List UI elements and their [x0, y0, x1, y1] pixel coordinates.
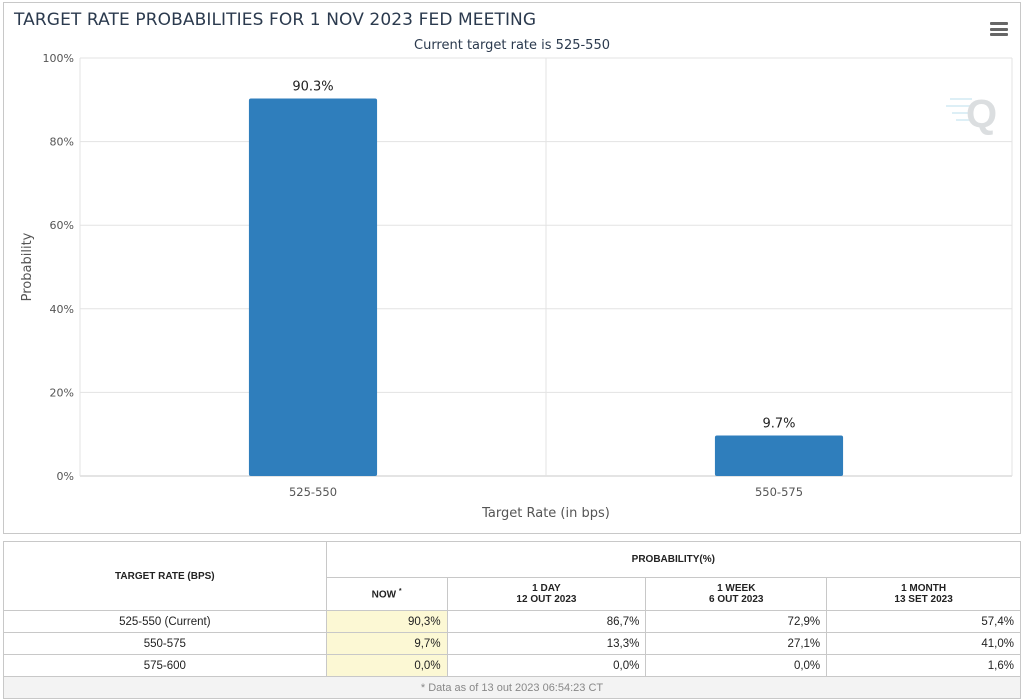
- table-row: 575-600 0,0% 0,0% 0,0% 1,6%: [3, 654, 1021, 677]
- y-tick-label: 100%: [43, 52, 74, 65]
- now-cell: 90,3%: [325, 610, 448, 633]
- chart-title: TARGET RATE PROBABILITIES FOR 1 NOV 2023…: [14, 10, 537, 30]
- now-cell: 9,7%: [325, 632, 448, 655]
- one-month-cell: 57,4%: [826, 610, 1021, 633]
- bar: [714, 435, 844, 476]
- data-timestamp-footnote: * Data as of 13 out 2023 06:54:23 CT: [3, 676, 1021, 699]
- one-month-cell: 1,6%: [826, 654, 1021, 677]
- one-month-header: 1 MONTH 13 SET 2023: [826, 577, 1021, 611]
- bar-chart: 0% 20% 40% 60% 80% 100% 90.3% 525-550 9.7% 550-57…: [20, 52, 1013, 521]
- y-tick-label: 0%: [57, 470, 74, 483]
- chart-panel: TARGET RATE PROBABILITIES FOR 1 NOV 2023…: [3, 2, 1021, 534]
- one-day-cell: 13,3%: [446, 632, 647, 655]
- one-week-header: 1 WEEK 6 OUT 2023: [645, 577, 828, 611]
- y-tick-label: 60%: [50, 219, 74, 232]
- now-cell: 0,0%: [325, 654, 448, 677]
- rate-cell: 575-600: [3, 654, 327, 677]
- target-rate-header: TARGET RATE (BPS): [3, 541, 327, 611]
- y-axis-title: Probability: [20, 232, 35, 301]
- probability-table: TARGET RATE (BPS) PROBABILITY(%) NOW * 1…: [3, 541, 1022, 699]
- bar: [248, 98, 378, 477]
- one-week-cell: 72,9%: [645, 610, 828, 633]
- y-tick-label: 20%: [50, 386, 74, 399]
- data-label: 90.3%: [292, 80, 333, 95]
- rate-cell: 525-550 (Current): [3, 610, 327, 633]
- x-axis-title: Target Rate (in bps): [481, 506, 610, 521]
- table-row: 550-575 9,7% 13,3% 27,1% 41,0%: [3, 632, 1021, 655]
- x-tick-label: 550-575: [755, 485, 803, 499]
- one-day-cell: 0,0%: [446, 654, 647, 677]
- one-week-cell: 27,1%: [645, 632, 828, 655]
- svg-text:Q: Q: [966, 92, 997, 136]
- q-logo-watermark: Q: [946, 92, 997, 136]
- x-tick-label: 525-550: [289, 485, 337, 499]
- y-tick-label: 40%: [50, 303, 74, 316]
- probability-header: PROBABILITY(%): [325, 541, 1022, 578]
- y-tick-label: 80%: [50, 136, 74, 149]
- one-day-header: 1 DAY 12 OUT 2023: [446, 577, 647, 611]
- hamburger-menu-icon[interactable]: [990, 22, 1008, 36]
- one-week-cell: 0,0%: [645, 654, 828, 677]
- one-month-cell: 41,0%: [826, 632, 1021, 655]
- probability-table-panel: TARGET RATE (BPS) PROBABILITY(%) NOW * 1…: [3, 541, 1022, 699]
- now-header: NOW *: [325, 577, 448, 611]
- one-day-cell: 86,7%: [446, 610, 647, 633]
- rate-cell: 550-575: [3, 632, 327, 655]
- chart-subtitle: Current target rate is 525-550: [414, 38, 610, 53]
- table-row: 525-550 (Current) 90,3% 86,7% 72,9% 57,4…: [3, 610, 1021, 633]
- data-label: 9.7%: [762, 416, 795, 431]
